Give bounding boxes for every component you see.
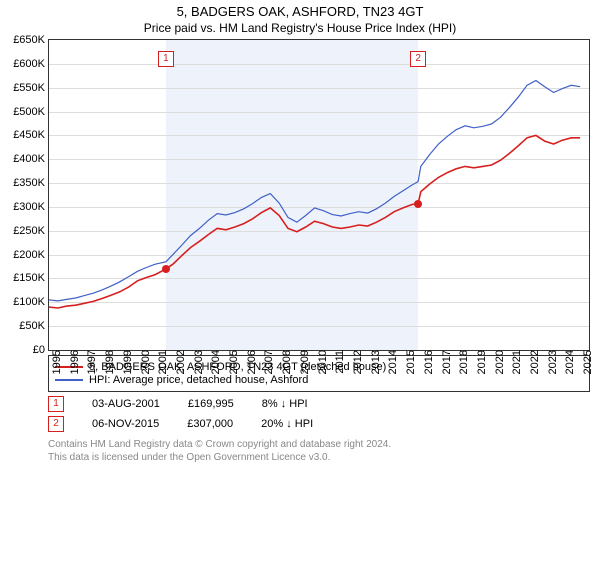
x-tick-label: 2012 bbox=[350, 350, 364, 374]
sale-delta: 8% ↓ HPI bbox=[262, 398, 308, 410]
sale-date: 06-NOV-2015 bbox=[92, 418, 159, 430]
x-tick-label: 2024 bbox=[562, 350, 576, 374]
y-tick-label: £250K bbox=[13, 225, 49, 237]
y-tick-label: £100K bbox=[13, 296, 49, 308]
x-tick-label: 2006 bbox=[244, 350, 258, 374]
y-tick-label: £550K bbox=[13, 82, 49, 94]
x-tick-label: 2021 bbox=[509, 350, 523, 374]
footer-attribution: Contains HM Land Registry data © Crown c… bbox=[48, 438, 590, 464]
y-tick-label: £150K bbox=[13, 272, 49, 284]
x-tick-label: 1998 bbox=[102, 350, 116, 374]
y-tick-label: £350K bbox=[13, 177, 49, 189]
x-tick-label: 2019 bbox=[474, 350, 488, 374]
y-tick-label: £650K bbox=[13, 34, 49, 46]
legend-swatch bbox=[55, 379, 83, 381]
series-property bbox=[49, 135, 580, 308]
footer-line-2: This data is licensed under the Open Gov… bbox=[48, 451, 590, 464]
chart-area: £0£50K£100K£150K£200K£250K£300K£350K£400… bbox=[48, 39, 592, 351]
footer-line-1: Contains HM Land Registry data © Crown c… bbox=[48, 438, 590, 451]
x-tick-label: 2007 bbox=[261, 350, 275, 374]
legend-label: HPI: Average price, detached house, Ashf… bbox=[89, 374, 308, 386]
x-tick-label: 2004 bbox=[208, 350, 222, 374]
sale-row-marker: 1 bbox=[48, 396, 64, 412]
x-tick-label: 2011 bbox=[332, 350, 346, 374]
sale-row-marker: 2 bbox=[48, 416, 64, 432]
sale-marker-1: 1 bbox=[158, 51, 174, 67]
x-tick-label: 2020 bbox=[492, 350, 506, 374]
y-tick-label: £450K bbox=[13, 129, 49, 141]
x-tick-label: 2015 bbox=[403, 350, 417, 374]
y-tick-label: £300K bbox=[13, 201, 49, 213]
sale-row-1: 1 03-AUG-2001 £169,995 8% ↓ HPI bbox=[48, 396, 590, 412]
x-tick-label: 2018 bbox=[456, 350, 470, 374]
y-tick-label: £500K bbox=[13, 106, 49, 118]
sale-price: £307,000 bbox=[187, 418, 233, 430]
x-tick-label: 2016 bbox=[421, 350, 435, 374]
x-tick-label: 2003 bbox=[191, 350, 205, 374]
y-tick-label: £200K bbox=[13, 249, 49, 261]
sale-dot-2 bbox=[414, 200, 422, 208]
chart-title: 5, BADGERS OAK, ASHFORD, TN23 4GT bbox=[0, 4, 600, 19]
x-tick-label: 2013 bbox=[368, 350, 382, 374]
x-tick-label: 1999 bbox=[120, 350, 134, 374]
x-tick-label: 2001 bbox=[155, 350, 169, 374]
sale-row-2: 2 06-NOV-2015 £307,000 20% ↓ HPI bbox=[48, 416, 590, 432]
sale-marker-2: 2 bbox=[410, 51, 426, 67]
x-tick-label: 2008 bbox=[279, 350, 293, 374]
x-tick-label: 2010 bbox=[315, 350, 329, 374]
x-tick-label: 2023 bbox=[545, 350, 559, 374]
sales-list: 1 03-AUG-2001 £169,995 8% ↓ HPI 2 06-NOV-2015… bbox=[0, 396, 600, 432]
sale-delta: 20% ↓ HPI bbox=[261, 418, 313, 430]
x-tick-label: 2025 bbox=[580, 350, 594, 374]
y-tick-label: £400K bbox=[13, 153, 49, 165]
plot-region: £0£50K£100K£150K£200K£250K£300K£350K£400… bbox=[48, 39, 590, 351]
x-tick-label: 2005 bbox=[226, 350, 240, 374]
y-tick-label: £50K bbox=[19, 320, 49, 332]
sale-date: 03-AUG-2001 bbox=[92, 398, 160, 410]
x-tick-label: 2017 bbox=[439, 350, 453, 374]
x-tick-label: 2022 bbox=[527, 350, 541, 374]
y-tick-label: £600K bbox=[13, 58, 49, 70]
x-tick-label: 1995 bbox=[49, 350, 63, 374]
x-tick-label: 2002 bbox=[173, 350, 187, 374]
x-tick-label: 2009 bbox=[297, 350, 311, 374]
x-tick-label: 2000 bbox=[138, 350, 152, 374]
sale-dot-1 bbox=[162, 265, 170, 273]
series-hpi bbox=[49, 81, 580, 301]
series-lines bbox=[49, 40, 589, 350]
y-tick-label: £0 bbox=[33, 344, 49, 356]
x-tick-label: 1997 bbox=[84, 350, 98, 374]
chart-subtitle: Price paid vs. HM Land Registry's House … bbox=[0, 21, 600, 35]
x-tick-label: 1996 bbox=[67, 350, 81, 374]
sale-price: £169,995 bbox=[188, 398, 234, 410]
legend-row-hpi: HPI: Average price, detached house, Ashf… bbox=[55, 374, 583, 386]
x-tick-label: 2014 bbox=[385, 350, 399, 374]
